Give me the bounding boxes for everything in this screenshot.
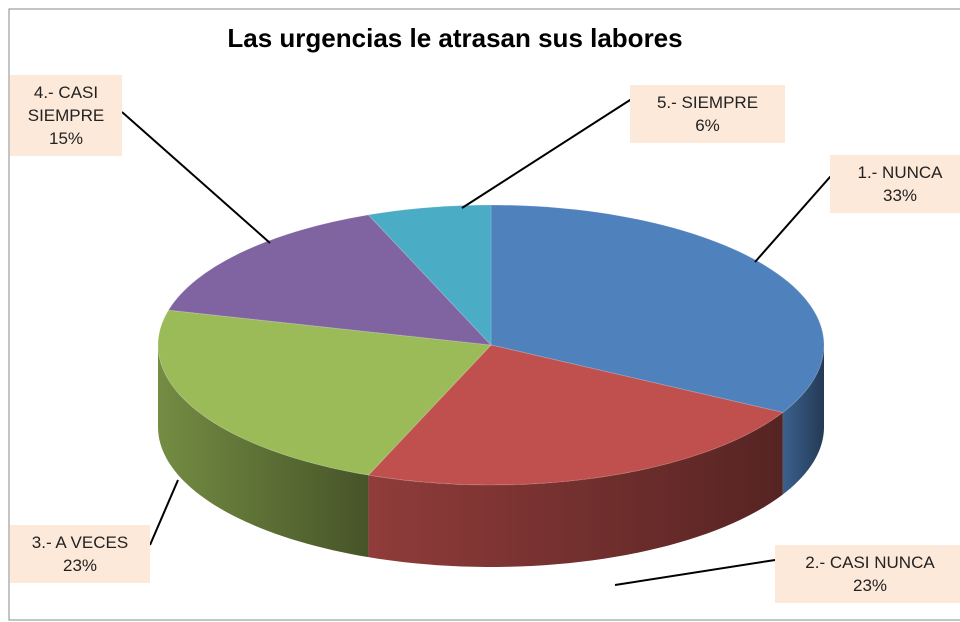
data-label-name: 3.- A VECES	[31, 533, 129, 552]
pie-slice-side	[368, 412, 783, 567]
data-label-value: 23%	[852, 576, 888, 595]
pie-slice	[490, 204, 825, 413]
data-label-value: 15%	[48, 129, 84, 148]
data-label: 5.- SIEMPRE 6%	[630, 85, 785, 143]
data-label-value: 23%	[62, 556, 98, 575]
leader-line	[149, 479, 179, 546]
data-label: 4.- CASI SIEMPRE 15%	[10, 75, 122, 156]
pie-slice	[367, 204, 492, 347]
data-label: 2.- CASI NUNCA 23%	[775, 545, 960, 603]
data-label-name: 5.- SIEMPRE	[656, 93, 759, 112]
data-label-name: 4.- CASI SIEMPRE	[27, 83, 105, 125]
leader-line	[121, 111, 271, 244]
chart-title: Las urgencias le atrasan sus labores	[227, 23, 682, 53]
data-label-name: 1.- NUNCA	[857, 163, 943, 182]
data-label: 3.- A VECES 23%	[10, 525, 150, 583]
pie-slice	[367, 344, 784, 486]
data-label-value: 6%	[695, 116, 720, 135]
pie-slice-side	[782, 345, 824, 495]
pie-slice-side	[158, 345, 369, 558]
data-label-name: 2.- CASI NUNCA	[805, 553, 935, 572]
pie-slice	[157, 309, 493, 476]
pie-slice	[167, 214, 493, 346]
data-label-value: 33%	[882, 186, 918, 205]
data-label: 1.- NUNCA 33%	[830, 155, 960, 213]
